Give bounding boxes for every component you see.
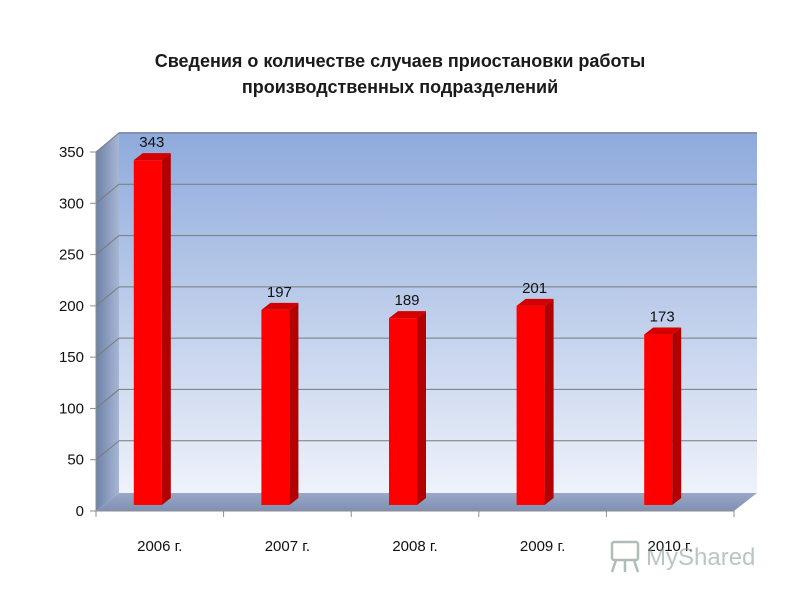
grid-diagonal-50 — [95, 440, 120, 461]
myshared-watermark-logo: MyShared — [610, 540, 755, 573]
bar-top-1 — [261, 302, 299, 310]
grid-diagonal-100 — [95, 389, 120, 409]
y-tick-label-150: 150 — [59, 349, 84, 366]
data-label-2: 189 — [394, 292, 419, 309]
bar-front-1 — [261, 309, 290, 505]
y-tick-label-50: 50 — [67, 452, 84, 469]
bar-top-2 — [389, 311, 426, 319]
y-axis-ticks: 0 50 100 150 200 250 300 350 — [59, 144, 96, 520]
x-tick-label-4: 2010 г. — [648, 538, 693, 555]
data-label-3: 201 — [522, 280, 547, 297]
grid-diagonal-150 — [95, 337, 120, 358]
data-label-1: 197 — [267, 284, 292, 301]
grid-diagonal-350 — [95, 132, 120, 153]
y-tick-label-0: 0 — [76, 503, 84, 520]
grid-diagonal-300 — [95, 183, 120, 204]
bar-side-3 — [544, 298, 554, 505]
grid-lines — [95, 132, 757, 461]
x-tick-label-2: 2008 г. — [392, 538, 437, 555]
x-axis-ticks: 2006 г. 2007 г. 2008 г. 2009 г. 2010 г. — [95, 511, 735, 555]
bar-side-0 — [161, 153, 171, 505]
bar-0 — [133, 153, 171, 505]
bars: 343 197 189 201 173 — [133, 134, 682, 505]
y-tick-label-300: 300 — [59, 195, 84, 212]
y-tick-label-350: 350 — [59, 144, 84, 161]
bar-front-0 — [133, 160, 162, 505]
bar-side-1 — [289, 302, 299, 505]
x-tick-label-3: 2009 г. — [520, 538, 565, 555]
data-label-4: 173 — [650, 309, 675, 326]
bar-side-4 — [672, 327, 682, 505]
chart-side-wall — [96, 132, 119, 511]
y-tick-label-250: 250 — [59, 247, 84, 264]
y-tick-label-200: 200 — [59, 298, 84, 315]
grid-diagonal-250 — [95, 235, 120, 255]
y-tick-label-100: 100 — [59, 400, 84, 417]
chart-title-line-2: производственных подразделений — [241, 77, 559, 97]
bar-side-2 — [417, 311, 426, 505]
watermark-text: MyShared — [646, 544, 755, 571]
bar-4 — [644, 327, 682, 505]
bar-top-4 — [644, 327, 682, 335]
bar-1 — [261, 302, 299, 505]
chart-title-line-1: Сведения о количестве случаев приостанов… — [154, 51, 646, 71]
chart-title: Сведения о количестве случаев приостанов… — [0, 48, 800, 100]
bar-front-3 — [516, 305, 545, 505]
bar-top-3 — [516, 298, 554, 306]
data-label-0: 343 — [139, 134, 164, 151]
bar-front-2 — [389, 318, 417, 505]
bar-top-0 — [133, 153, 171, 161]
grid-diagonal-200 — [95, 286, 120, 307]
bar-front-4 — [644, 334, 673, 505]
bar-2 — [389, 311, 426, 505]
bar-3 — [516, 298, 554, 505]
chart-floor — [96, 493, 757, 511]
x-tick-label-0: 2006 г. — [137, 538, 182, 555]
x-tick-label-1: 2007 г. — [265, 538, 310, 555]
